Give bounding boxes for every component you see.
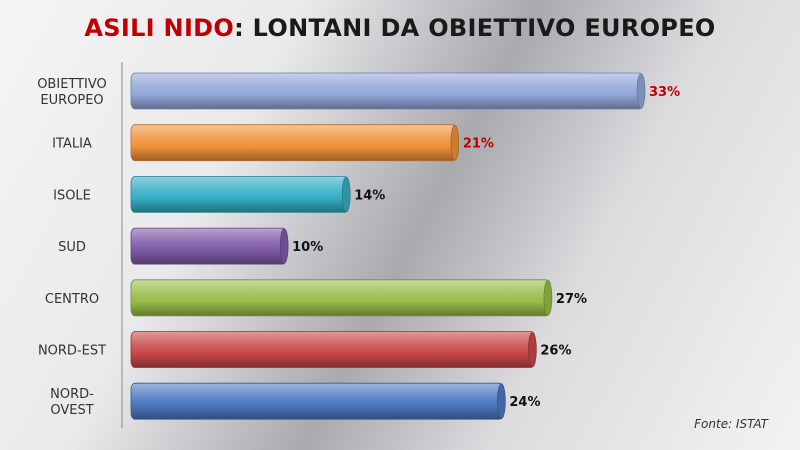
bar-4: [130, 279, 551, 317]
value-label-2: 14%: [354, 188, 385, 203]
category-label-2: ISOLE: [53, 188, 91, 203]
bar-cap-0: [636, 73, 646, 109]
value-label-5: 26%: [540, 344, 571, 359]
category-label-6: NORD-OVEST: [50, 387, 94, 418]
bar-0: [130, 72, 644, 110]
chart-title: ASILI NIDO: LONTANI DA OBIETTIVO EUROPEO: [0, 14, 800, 42]
bar-cap-2: [341, 176, 351, 213]
category-label-4: CENTRO: [45, 292, 99, 307]
bar-5: [130, 331, 535, 368]
value-label-3: 10%: [292, 240, 323, 255]
bar-cap-5: [528, 331, 537, 368]
category-label-1: ITALIA: [52, 137, 92, 152]
category-label-3: SUD: [58, 240, 86, 255]
bar-3: [130, 227, 287, 265]
value-label-1: 21%: [463, 137, 494, 152]
chart-title-rest: : LONTANI DA OBIETTIVO EUROPEO: [234, 14, 716, 42]
value-label-6: 24%: [509, 395, 540, 410]
value-label-4: 27%: [556, 292, 587, 307]
bar-cap-4: [543, 279, 553, 316]
source-note: Fonte: ISTAT: [694, 417, 768, 431]
bar-1: [130, 124, 458, 162]
bar-2: [130, 175, 349, 213]
category-label-5: NORD-EST: [38, 344, 106, 359]
category-label-0: OBIETTIVO EUROPEO: [37, 77, 107, 108]
bar-cap-6: [497, 383, 506, 420]
value-label-0: 33%: [649, 85, 680, 100]
bar-cap-1: [450, 124, 460, 161]
bar-6: [130, 382, 504, 420]
bar-cap-3: [279, 228, 289, 264]
chart-title-accent: ASILI NIDO: [84, 14, 235, 42]
